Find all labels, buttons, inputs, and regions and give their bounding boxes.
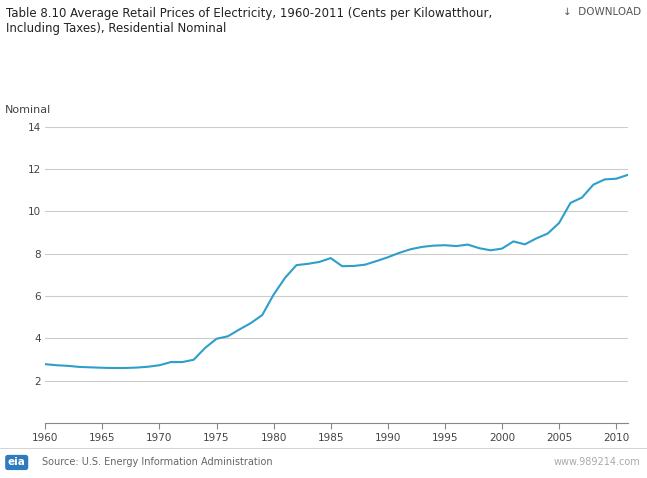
Text: www.989214.com: www.989214.com — [554, 457, 641, 467]
Text: eia: eia — [8, 457, 26, 467]
Text: Table 8.10 Average Retail Prices of Electricity, 1960-2011 (Cents per Kilowattho: Table 8.10 Average Retail Prices of Elec… — [6, 7, 493, 20]
Text: Nominal: Nominal — [5, 105, 50, 115]
Text: ↓  DOWNLOAD: ↓ DOWNLOAD — [563, 7, 641, 17]
Text: Including Taxes), Residential Nominal: Including Taxes), Residential Nominal — [6, 22, 227, 34]
Text: Source: U.S. Energy Information Administration: Source: U.S. Energy Information Administ… — [42, 457, 272, 467]
